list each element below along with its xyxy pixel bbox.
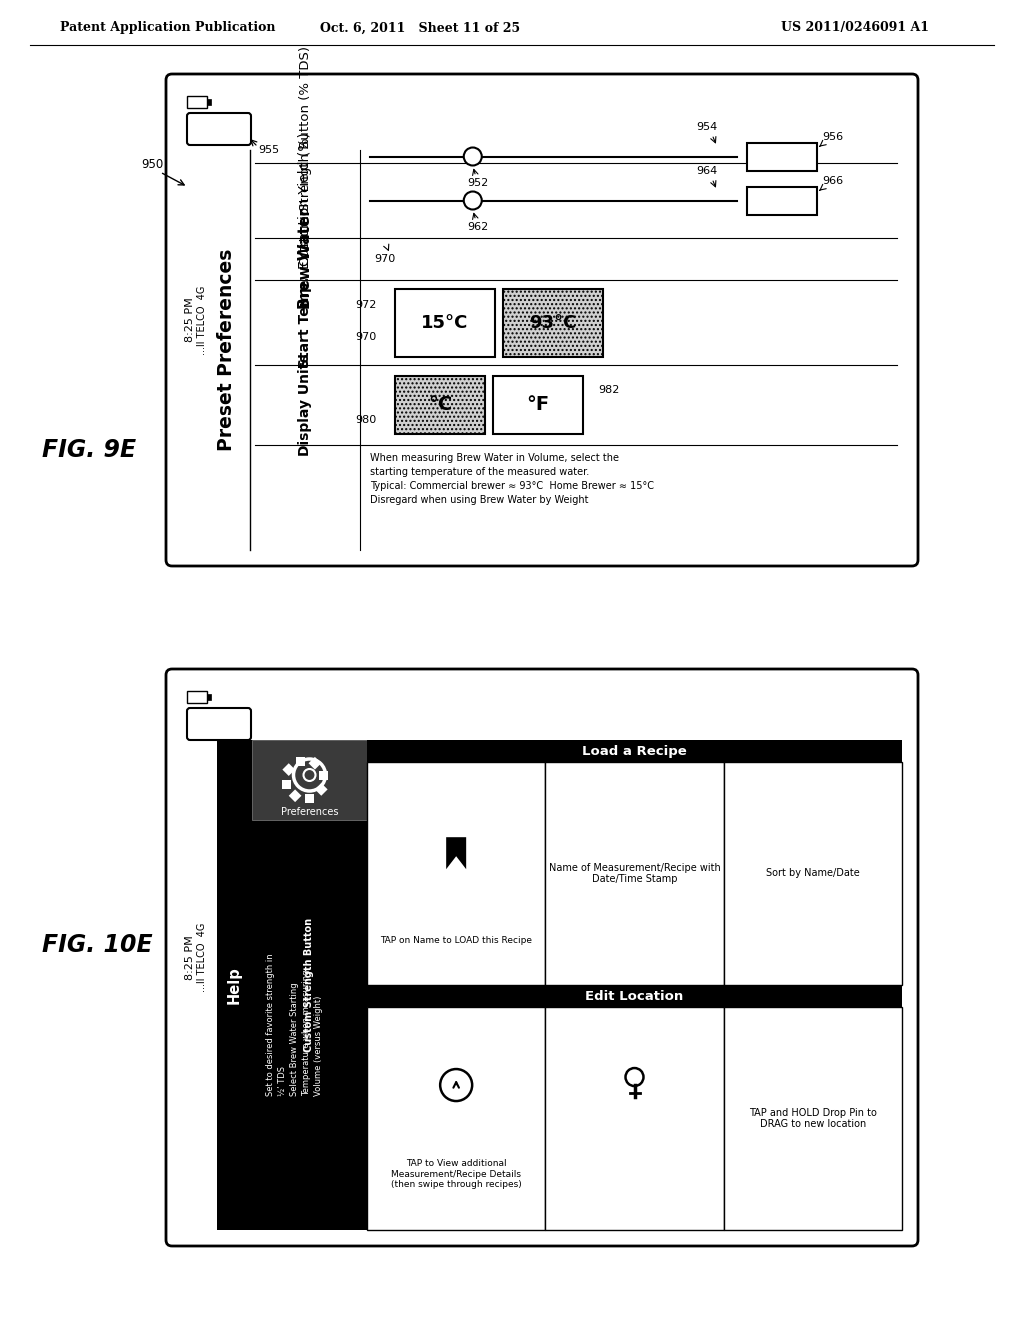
Text: 966: 966 (822, 177, 843, 186)
Text: TAP on Name to LOAD this Recipe: TAP on Name to LOAD this Recipe (380, 936, 532, 945)
Text: Typical: Commercial brewer ≈ 93°C  Home Brewer ≈ 15°C: Typical: Commercial brewer ≈ 93°C Home B… (370, 480, 654, 491)
Text: Help: Help (227, 966, 242, 1005)
Bar (395, 376, 485, 434)
Text: 15°C: 15°C (421, 314, 469, 331)
Bar (367, 985, 902, 1007)
Text: TAP and HOLD Drop Pin to
DRAG to new location: TAP and HOLD Drop Pin to DRAG to new loc… (749, 1107, 877, 1130)
Circle shape (464, 148, 481, 165)
Text: Custom Strength Button (% TDS): Custom Strength Button (% TDS) (299, 46, 311, 267)
Text: Extraction Yield (%): Extraction Yield (%) (298, 132, 312, 269)
Bar (546, 1007, 724, 1230)
Text: FIG. 9E: FIG. 9E (42, 438, 136, 462)
Bar (308, 756, 322, 770)
Text: 20.00: 20.00 (760, 194, 804, 207)
Text: Done: Done (200, 718, 239, 730)
Bar (493, 376, 583, 434)
Text: Preset Preferences: Preset Preferences (217, 248, 237, 451)
Bar (289, 789, 301, 803)
Bar (305, 793, 314, 803)
Bar (217, 741, 252, 1230)
Bar (503, 289, 603, 356)
Text: starting temperature of the measured water.: starting temperature of the measured wat… (370, 467, 589, 477)
Text: Oct. 6, 2011   Sheet 11 of 25: Oct. 6, 2011 Sheet 11 of 25 (319, 21, 520, 34)
Bar (187, 96, 207, 108)
Text: US 2011/0246091 A1: US 2011/0246091 A1 (781, 21, 929, 34)
Text: 955: 955 (258, 145, 280, 154)
Text: Set to desired favorite strength in
½’ TDS
Select Brew Water Starting
Temperatur: Set to desired favorite strength in ½’ T… (266, 953, 323, 1097)
Text: 964: 964 (696, 165, 718, 176)
Bar (724, 1007, 902, 1230)
Text: 954: 954 (696, 121, 718, 132)
Text: Display Units: Display Units (298, 354, 312, 457)
Text: TAP to View additional
Measurement/Recipe Details
(then swipe through recipes): TAP to View additional Measurement/Recip… (391, 1159, 521, 1189)
Bar (724, 762, 902, 985)
Bar (296, 756, 305, 766)
Circle shape (464, 191, 481, 210)
FancyBboxPatch shape (187, 114, 251, 145)
Bar (207, 694, 211, 700)
Text: 1.60: 1.60 (765, 149, 799, 164)
Text: Custom Strength Button: Custom Strength Button (304, 917, 314, 1052)
Bar (282, 780, 291, 788)
Text: °C: °C (428, 396, 453, 414)
Text: Preferences: Preferences (281, 807, 338, 817)
Bar (746, 186, 817, 214)
Text: 950: 950 (141, 158, 163, 172)
Text: Sort by Name/Date: Sort by Name/Date (766, 869, 860, 879)
Text: Name of Measurement/Recipe with
Date/Time Stamp: Name of Measurement/Recipe with Date/Tim… (549, 863, 720, 884)
Text: Edit Location: Edit Location (586, 990, 684, 1002)
Text: 982: 982 (598, 385, 620, 395)
FancyBboxPatch shape (166, 669, 918, 1246)
Bar (315, 783, 328, 796)
FancyBboxPatch shape (166, 74, 918, 566)
Polygon shape (446, 837, 466, 869)
Text: 962: 962 (467, 223, 488, 232)
Bar (187, 690, 207, 704)
Text: Brew Water: Brew Water (298, 209, 312, 309)
Text: ...ll TELCO  4G: ...ll TELCO 4G (197, 923, 207, 993)
Text: Done: Done (200, 123, 239, 136)
Bar (367, 741, 902, 762)
Text: 970: 970 (375, 253, 395, 264)
Bar (367, 1007, 546, 1230)
Text: 93°C: 93°C (529, 314, 577, 331)
FancyBboxPatch shape (187, 708, 251, 741)
Text: Disregard when using Brew Water by Weight: Disregard when using Brew Water by Weigh… (370, 495, 589, 506)
Circle shape (303, 770, 315, 781)
Text: Load a Recipe: Load a Recipe (582, 744, 687, 758)
Text: 952: 952 (467, 178, 488, 189)
Text: Patent Application Publication: Patent Application Publication (60, 21, 275, 34)
Text: Start Temp.: Start Temp. (298, 277, 312, 368)
Text: ...ll TELCO  4G: ...ll TELCO 4G (197, 285, 207, 355)
Bar (283, 763, 295, 776)
Text: 8:25 PM: 8:25 PM (185, 297, 195, 342)
Bar (395, 289, 495, 356)
Text: 980: 980 (355, 414, 377, 425)
Text: FIG. 10E: FIG. 10E (42, 933, 153, 957)
Bar (546, 762, 724, 985)
Bar (367, 762, 546, 985)
Bar (319, 771, 328, 780)
Bar (252, 741, 367, 820)
Text: 970: 970 (355, 333, 377, 342)
Text: 956: 956 (822, 132, 843, 143)
Bar (746, 143, 817, 170)
Bar (252, 741, 367, 1230)
Text: 8:25 PM: 8:25 PM (185, 935, 195, 979)
Text: °F: °F (526, 396, 550, 414)
Text: When measuring Brew Water in Volume, select the: When measuring Brew Water in Volume, sel… (370, 453, 618, 463)
Bar (207, 99, 211, 106)
Text: 972: 972 (355, 300, 377, 309)
